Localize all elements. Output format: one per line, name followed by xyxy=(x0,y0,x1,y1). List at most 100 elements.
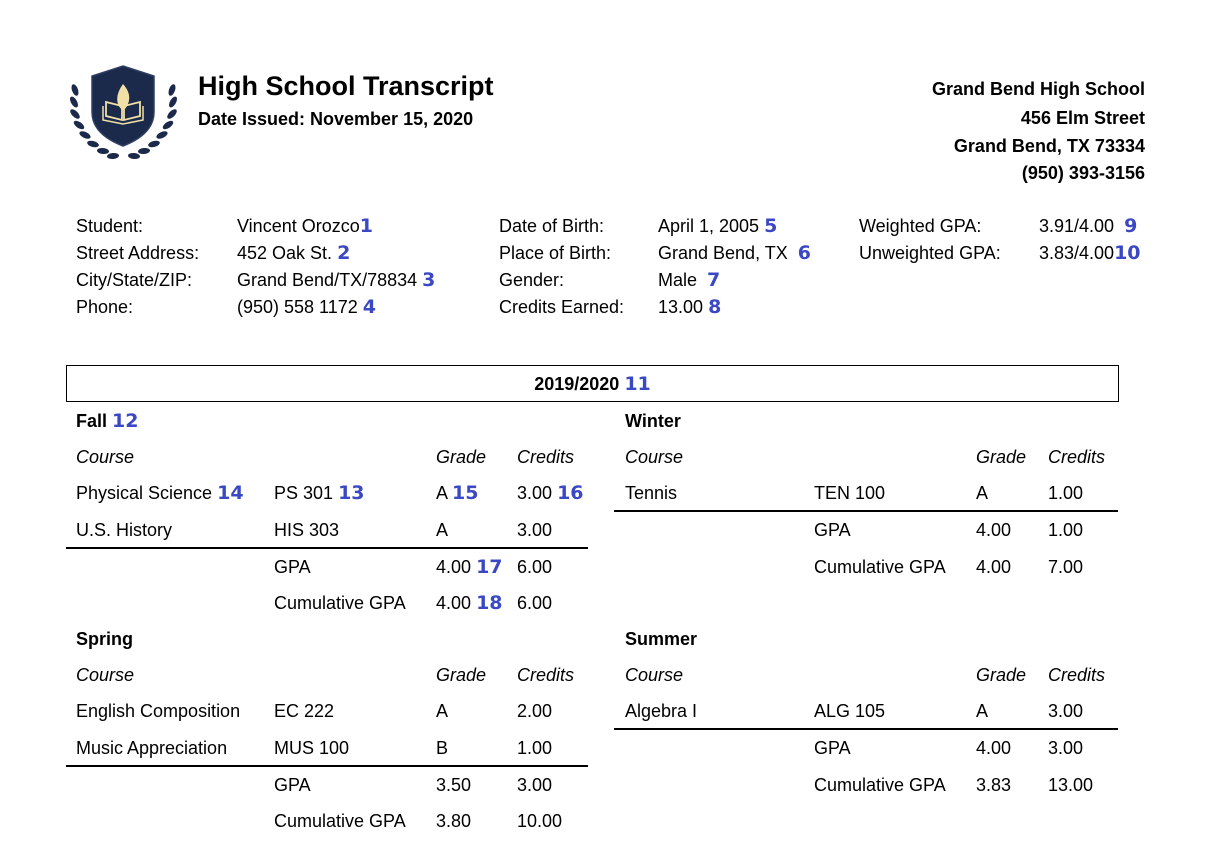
gpa-value: 4.00 xyxy=(976,520,1012,540)
term-title: Spring xyxy=(76,629,133,649)
gpa-label: GPA xyxy=(274,775,311,795)
annotation-marker: 2 xyxy=(337,242,351,264)
gpa-label: GPA xyxy=(274,557,311,577)
gpa-label: GPA xyxy=(814,738,851,758)
course-name: Tennis xyxy=(625,483,678,503)
course-header: Course xyxy=(76,447,135,467)
grade-header: Grade xyxy=(976,665,1027,685)
course-code: TEN 100 xyxy=(814,483,886,503)
cumulative-gpa-value: 4.00 xyxy=(976,557,1012,577)
annotation-marker: 1 xyxy=(359,215,373,237)
cumulative-credits: 10.00 xyxy=(517,811,563,831)
school-year-header: 2019/2020 11 xyxy=(66,365,1119,402)
term-title: Winter xyxy=(625,411,681,431)
cumulative-credits: 7.00 xyxy=(1048,557,1084,577)
course-code: MUS 100 xyxy=(274,738,350,758)
course-grade: A xyxy=(436,701,449,721)
annotation-marker: 9 xyxy=(1124,215,1138,237)
gpa-label: GPA xyxy=(814,520,851,540)
annotation-marker: 18 xyxy=(476,592,503,614)
street-address-value: 452 Oak St. 2 xyxy=(237,242,351,264)
cumulative-credits: 6.00 xyxy=(517,593,553,613)
street-address-label: Street Address: xyxy=(76,243,200,263)
credits-header: Credits xyxy=(517,665,575,685)
divider xyxy=(66,765,588,767)
weighted-gpa-label: Weighted GPA: xyxy=(859,216,982,236)
dob-value: April 1, 2005 5 xyxy=(658,215,778,237)
term-title: Fall 12 xyxy=(76,410,139,432)
divider xyxy=(66,547,588,549)
gpa-credits: 1.00 xyxy=(1048,520,1084,540)
cumulative-gpa-label: Cumulative GPA xyxy=(814,557,946,577)
school-year-label: 2019/2020 11 xyxy=(534,373,651,395)
course-name: Music Appreciation xyxy=(76,738,228,758)
course-header: Course xyxy=(625,447,684,467)
cumulative-gpa-value: 4.00 18 xyxy=(436,592,503,614)
credits-header: Credits xyxy=(517,447,575,467)
course-name: English Composition xyxy=(76,701,241,721)
page-title: High School Transcript xyxy=(198,71,494,101)
credits-header: Credits xyxy=(1048,665,1106,685)
course-header: Course xyxy=(625,665,684,685)
annotation-marker: 8 xyxy=(708,296,722,318)
annotation-marker: 14 xyxy=(217,482,244,504)
school-name: Grand Bend High School xyxy=(931,79,1145,99)
gpa-value: 4.00 17 xyxy=(436,556,503,578)
school-street: 456 Elm Street xyxy=(1020,108,1145,128)
course-grade: A xyxy=(436,520,449,540)
city-state-zip-value: Grand Bend/TX/78834 3 xyxy=(237,269,436,291)
school-crest-icon xyxy=(66,62,181,162)
cumulative-gpa-value: 3.80 xyxy=(436,811,472,831)
phone-value: (950) 558 1172 4 xyxy=(237,296,377,318)
credits-header: Credits xyxy=(1048,447,1106,467)
annotation-marker: 13 xyxy=(338,482,365,504)
school-phone: (950) 393-3156 xyxy=(1021,163,1145,183)
grade-header: Grade xyxy=(436,665,487,685)
course-credits: 1.00 xyxy=(517,738,553,758)
student-label: Student: xyxy=(76,216,144,236)
annotation-marker: 17 xyxy=(476,556,503,578)
weighted-gpa-value: 3.91/4.00 9 xyxy=(1039,215,1138,237)
course-code: HIS 303 xyxy=(274,520,340,540)
annotation-marker: 6 xyxy=(797,242,811,264)
student-name: Vincent Orozco1 xyxy=(237,215,373,237)
cumulative-gpa-label: Cumulative GPA xyxy=(814,775,946,795)
cumulative-gpa-label: Cumulative GPA xyxy=(274,811,406,831)
course-name: Physical Science 14 xyxy=(76,482,244,504)
course-grade: B xyxy=(436,738,449,758)
course-name: Algebra I xyxy=(625,701,698,721)
divider xyxy=(614,510,1118,512)
gpa-credits: 6.00 xyxy=(517,557,553,577)
term-title: Summer xyxy=(625,629,698,649)
grade-header: Grade xyxy=(436,447,487,467)
date-issued: Date Issued: November 15, 2020 xyxy=(198,109,474,129)
course-code: PS 301 13 xyxy=(274,482,365,504)
gender-value: Male 7 xyxy=(658,269,721,291)
annotation-marker: 7 xyxy=(707,269,721,291)
city-state-zip-label: City/State/ZIP: xyxy=(76,270,193,290)
annotation-marker: 4 xyxy=(362,296,377,318)
course-credits: 1.00 xyxy=(1048,483,1084,503)
course-credits: 3.00 xyxy=(1048,701,1084,721)
gpa-credits: 3.00 xyxy=(1048,738,1084,758)
unweighted-gpa-value: 3.83/4.0010 xyxy=(1039,242,1141,264)
credits-earned-label: Credits Earned: xyxy=(499,297,625,317)
phone-label: Phone: xyxy=(76,297,134,317)
annotation-marker: 3 xyxy=(422,269,436,291)
course-credits: 3.00 16 xyxy=(517,482,584,504)
course-credits: 2.00 xyxy=(517,701,553,721)
annotation-marker: 15 xyxy=(452,482,479,504)
annotation-marker: 16 xyxy=(557,482,584,504)
gpa-value: 4.00 xyxy=(976,738,1012,758)
course-code: EC 222 xyxy=(274,701,335,721)
dob-label: Date of Birth: xyxy=(499,216,605,236)
grade-header: Grade xyxy=(976,447,1027,467)
pob-value: Grand Bend, TX 6 xyxy=(658,242,811,264)
course-code: ALG 105 xyxy=(814,701,886,721)
course-name: U.S. History xyxy=(76,520,173,540)
divider xyxy=(614,728,1118,730)
gpa-value: 3.50 xyxy=(436,775,472,795)
course-grade: A 15 xyxy=(436,482,479,504)
course-credits: 3.00 xyxy=(517,520,553,540)
annotation-marker: 5 xyxy=(764,215,778,237)
